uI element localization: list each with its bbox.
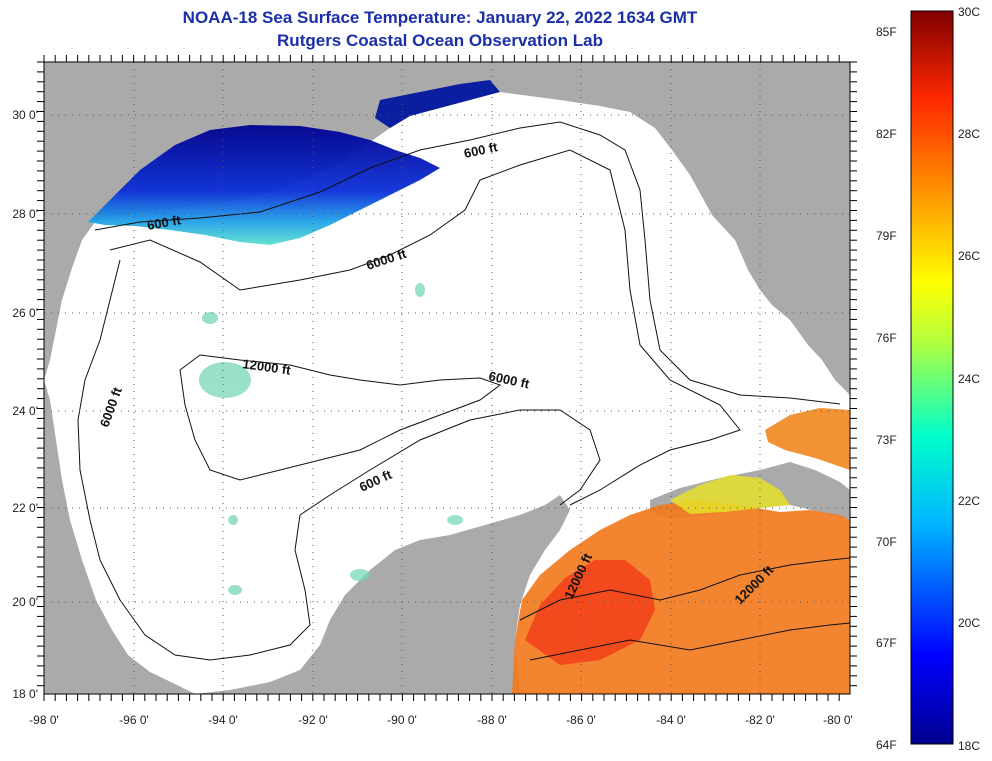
lat-label: 18 0'	[12, 687, 38, 701]
temperature-colorbar	[910, 10, 954, 745]
lon-label: -98 0'	[29, 713, 59, 727]
latitude-labels: 30 0' 28 0' 26 0' 24 0' 22 0' 20 0' 18 0…	[12, 108, 38, 701]
colorbar-c-label: 24C	[958, 372, 981, 386]
colorbar-c-label: 30C	[958, 5, 981, 19]
contour-label-600ft: 600 ft	[463, 139, 500, 161]
sst-warm-cuba-north	[765, 408, 850, 470]
colorbar-f-label: 67F	[876, 636, 897, 650]
longitude-labels: -98 0' -96 0' -94 0' -92 0' -90 0' -88 0…	[29, 713, 853, 727]
sst-scattered-patches	[199, 283, 463, 595]
colorbar-f-label: 79F	[876, 229, 897, 243]
axis-ticks	[37, 55, 857, 701]
colorbar-c-label: 20C	[958, 616, 981, 630]
contour-label-600ft: 600 ft	[146, 212, 183, 233]
colorbar-c-label: 18C	[958, 739, 981, 753]
contour-12000ft-caribbean	[519, 557, 850, 621]
contour-600ft-north	[94, 121, 841, 405]
sst-yellow-cuba	[670, 475, 790, 514]
lat-label: 24 0'	[12, 404, 38, 418]
colorbar-c-label: 22C	[958, 494, 981, 508]
map-subtitle: Rutgers Coastal Ocean Observation Lab	[277, 31, 603, 50]
lon-label: -82 0'	[745, 713, 775, 727]
lat-label: 26 0'	[12, 306, 38, 320]
contour-6000ft-west	[77, 259, 601, 661]
land-mexico-west	[44, 380, 195, 694]
colorbar-f-label: 82F	[876, 127, 897, 141]
lon-label: -92 0'	[298, 713, 328, 727]
lon-label: -80 0'	[823, 713, 853, 727]
contour-12000ft-caribbean-2	[529, 622, 850, 661]
colorbar-f-label: 73F	[876, 433, 897, 447]
contour-6000ft-north	[109, 149, 741, 506]
bathymetry-contours	[77, 121, 850, 661]
sst-hot-core	[525, 560, 655, 665]
lat-label: 22 0'	[12, 501, 38, 515]
colorbar-f-label: 85F	[876, 25, 897, 39]
map-title: NOAA-18 Sea Surface Temperature: January…	[182, 8, 698, 27]
colorbar-f-label: 64F	[876, 738, 897, 752]
contour-label-12000ft: 12000 ft	[242, 356, 293, 378]
sst-cold-northern-shelf	[88, 125, 440, 245]
lon-label: -86 0'	[566, 713, 596, 727]
colorbar-c-label: 26C	[958, 249, 981, 263]
colorbar-f-label: 76F	[876, 331, 897, 345]
lon-label: -96 0'	[119, 713, 149, 727]
land-yucatan	[195, 495, 570, 694]
sst-cold-coastal-strip	[375, 80, 500, 128]
contour-12000ft	[179, 354, 502, 481]
lon-label: -94 0'	[208, 713, 238, 727]
lat-label: 20 0'	[12, 595, 38, 609]
lon-label: -84 0'	[656, 713, 686, 727]
lat-label: 28 0'	[12, 207, 38, 221]
colorbar-c-label: 28C	[958, 127, 981, 141]
graticule	[44, 62, 850, 694]
lon-label: -88 0'	[477, 713, 507, 727]
colorbar-f-label: 70F	[876, 535, 897, 549]
lat-label: 30 0'	[12, 108, 38, 122]
lon-label: -90 0'	[387, 713, 417, 727]
